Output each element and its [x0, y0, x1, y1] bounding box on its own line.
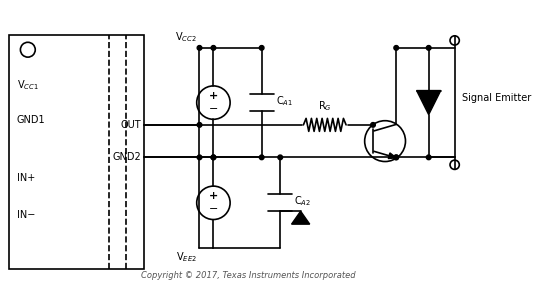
Circle shape: [211, 155, 215, 160]
Circle shape: [394, 46, 399, 50]
Circle shape: [259, 46, 264, 50]
Polygon shape: [388, 153, 396, 159]
Text: IN+: IN+: [17, 173, 35, 183]
Text: +: +: [209, 191, 218, 201]
Circle shape: [197, 46, 202, 50]
Text: −: −: [209, 204, 218, 214]
Circle shape: [394, 155, 399, 160]
Text: C$_{A2}$: C$_{A2}$: [294, 194, 311, 208]
Text: Signal Emitter: Signal Emitter: [462, 93, 531, 103]
Text: Copyright © 2017, Texas Instruments Incorporated: Copyright © 2017, Texas Instruments Inco…: [142, 271, 356, 280]
Text: V$_{CC2}$: V$_{CC2}$: [175, 30, 197, 44]
Text: −: −: [209, 104, 218, 114]
Polygon shape: [416, 91, 441, 115]
Circle shape: [211, 155, 215, 160]
Circle shape: [197, 122, 202, 127]
Text: V$_{CC1}$: V$_{CC1}$: [17, 78, 39, 92]
Polygon shape: [292, 211, 310, 224]
Circle shape: [426, 46, 431, 50]
Text: +: +: [209, 91, 218, 101]
Text: OUT: OUT: [121, 120, 141, 130]
Text: GND2: GND2: [112, 152, 141, 162]
Text: V$_{EE2}$: V$_{EE2}$: [176, 250, 197, 264]
Circle shape: [278, 155, 282, 160]
Text: IN−: IN−: [17, 210, 35, 220]
Circle shape: [394, 155, 399, 160]
Circle shape: [426, 155, 431, 160]
Circle shape: [259, 155, 264, 160]
Text: R$_{G}$: R$_{G}$: [318, 99, 332, 113]
Circle shape: [211, 46, 215, 50]
Text: GND1: GND1: [17, 115, 46, 125]
Text: C$_{A1}$: C$_{A1}$: [276, 94, 293, 108]
Circle shape: [197, 155, 202, 160]
Circle shape: [371, 122, 375, 127]
